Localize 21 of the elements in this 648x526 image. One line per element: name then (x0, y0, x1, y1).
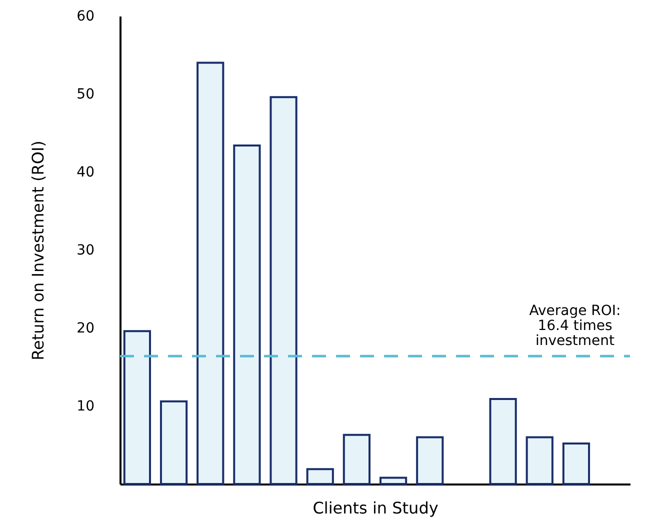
bar (123, 330, 151, 485)
bar (342, 434, 371, 485)
y-tick-label: 30 (76, 242, 94, 258)
y-tick-label: 40 (76, 164, 94, 180)
bar (562, 442, 590, 485)
y-tick-label: 20 (76, 320, 94, 336)
bar (489, 398, 517, 485)
bar (379, 476, 408, 485)
bar (306, 468, 334, 485)
bar (233, 144, 261, 485)
y-tick-label: 60 (76, 8, 94, 24)
y-tick-label: 50 (76, 86, 94, 102)
bar (196, 62, 224, 485)
bar (160, 400, 188, 485)
bar (416, 436, 444, 485)
y-axis-title: Return on Investment (ROI) (28, 140, 48, 360)
x-axis-title: Clients in Study (312, 498, 438, 518)
ref-line-label: Average ROI: 16.4 times investment (529, 303, 621, 350)
y-tick-label: 10 (76, 398, 94, 414)
bar (270, 96, 298, 485)
bar (526, 436, 554, 485)
